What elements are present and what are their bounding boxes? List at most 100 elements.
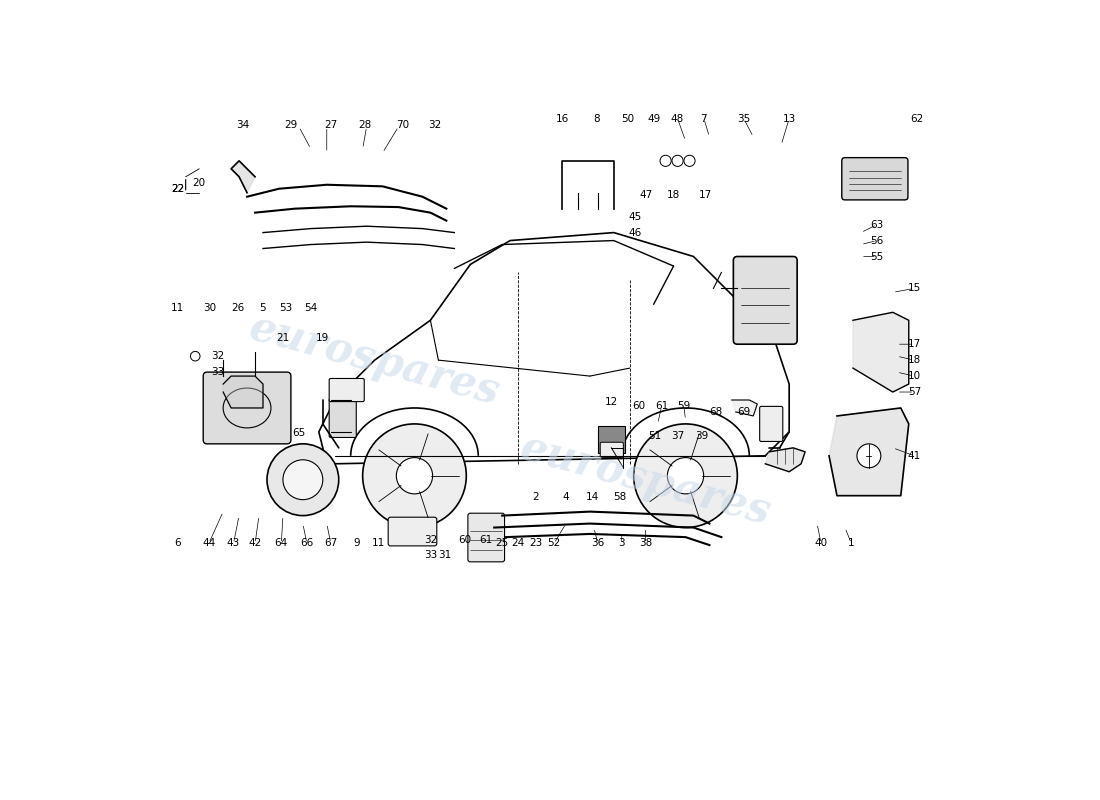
Text: 55: 55 xyxy=(870,251,883,262)
Circle shape xyxy=(857,444,881,468)
Text: 31: 31 xyxy=(438,550,451,561)
FancyBboxPatch shape xyxy=(734,257,798,344)
FancyBboxPatch shape xyxy=(842,158,908,200)
Text: 18: 18 xyxy=(667,190,680,200)
Text: 16: 16 xyxy=(556,114,569,123)
Text: eurospares: eurospares xyxy=(245,306,505,414)
Text: 64: 64 xyxy=(275,538,288,549)
FancyBboxPatch shape xyxy=(760,406,783,442)
Circle shape xyxy=(672,155,683,166)
Text: 42: 42 xyxy=(249,538,262,549)
Text: 7: 7 xyxy=(701,114,707,123)
Text: 32: 32 xyxy=(211,351,224,361)
Text: 56: 56 xyxy=(870,235,883,246)
Text: 33: 33 xyxy=(211,367,224,377)
Text: 45: 45 xyxy=(629,212,642,222)
Text: 10: 10 xyxy=(908,371,921,381)
FancyBboxPatch shape xyxy=(329,398,356,438)
Polygon shape xyxy=(231,161,255,193)
Text: 8: 8 xyxy=(593,114,600,123)
Polygon shape xyxy=(223,376,263,408)
Text: 9: 9 xyxy=(353,538,360,549)
Text: 59: 59 xyxy=(678,402,691,411)
Polygon shape xyxy=(732,400,757,416)
Text: 28: 28 xyxy=(359,120,372,130)
Circle shape xyxy=(190,351,200,361)
Circle shape xyxy=(684,155,695,166)
Text: 40: 40 xyxy=(814,538,827,549)
Text: 13: 13 xyxy=(782,114,795,123)
Text: 37: 37 xyxy=(671,431,684,441)
Text: 6: 6 xyxy=(175,538,182,549)
Text: 24: 24 xyxy=(512,538,525,549)
FancyBboxPatch shape xyxy=(388,517,437,546)
Circle shape xyxy=(660,155,671,166)
Text: 15: 15 xyxy=(908,283,921,294)
Text: 20: 20 xyxy=(192,178,206,188)
Text: 44: 44 xyxy=(202,538,216,549)
FancyBboxPatch shape xyxy=(204,372,290,444)
FancyBboxPatch shape xyxy=(329,378,364,402)
Text: 49: 49 xyxy=(647,114,660,123)
Text: 25: 25 xyxy=(495,538,509,549)
Text: 50: 50 xyxy=(620,114,634,123)
Polygon shape xyxy=(829,408,909,496)
Text: 36: 36 xyxy=(591,538,605,549)
Text: 57: 57 xyxy=(908,387,921,397)
Polygon shape xyxy=(766,448,805,472)
Text: 58: 58 xyxy=(614,492,627,502)
Text: 38: 38 xyxy=(639,538,652,549)
Text: 26: 26 xyxy=(231,303,244,314)
FancyBboxPatch shape xyxy=(597,426,625,454)
Text: 63: 63 xyxy=(870,220,883,230)
Text: 52: 52 xyxy=(548,538,561,549)
Text: 11: 11 xyxy=(172,303,185,314)
Text: 32: 32 xyxy=(424,534,437,545)
Text: 5: 5 xyxy=(260,303,266,314)
Text: 62: 62 xyxy=(910,114,923,123)
Text: 22: 22 xyxy=(172,184,185,194)
Text: 1: 1 xyxy=(848,538,855,549)
Text: 46: 46 xyxy=(629,227,642,238)
Circle shape xyxy=(363,424,466,527)
Text: 12: 12 xyxy=(605,398,618,407)
Text: 67: 67 xyxy=(324,538,338,549)
Text: 14: 14 xyxy=(585,492,598,502)
FancyBboxPatch shape xyxy=(601,442,624,458)
Text: 61: 61 xyxy=(654,402,668,411)
Text: 48: 48 xyxy=(671,114,684,123)
Circle shape xyxy=(668,458,704,494)
Text: 68: 68 xyxy=(710,407,723,417)
Text: 65: 65 xyxy=(293,429,306,438)
Text: 51: 51 xyxy=(649,431,662,441)
Text: 19: 19 xyxy=(316,333,329,343)
Text: 60: 60 xyxy=(458,534,471,545)
Circle shape xyxy=(267,444,339,515)
Text: 22: 22 xyxy=(172,184,185,194)
Text: 35: 35 xyxy=(737,114,750,123)
Text: 2: 2 xyxy=(532,492,539,502)
Text: 32: 32 xyxy=(428,120,441,130)
Text: 3: 3 xyxy=(618,538,625,549)
Text: 54: 54 xyxy=(305,303,318,314)
Polygon shape xyxy=(852,312,909,392)
Text: 27: 27 xyxy=(324,120,338,130)
Text: 30: 30 xyxy=(204,303,216,314)
Text: 23: 23 xyxy=(529,538,542,549)
Text: 41: 41 xyxy=(908,451,921,461)
Text: 43: 43 xyxy=(227,538,240,549)
Text: 18: 18 xyxy=(908,355,921,365)
Text: 11: 11 xyxy=(372,538,385,549)
FancyBboxPatch shape xyxy=(468,514,505,562)
Text: 47: 47 xyxy=(639,190,652,200)
Text: 21: 21 xyxy=(276,333,289,343)
Text: 70: 70 xyxy=(396,120,409,130)
Text: 33: 33 xyxy=(424,550,437,561)
Text: 69: 69 xyxy=(737,407,750,417)
Circle shape xyxy=(396,458,432,494)
Circle shape xyxy=(634,424,737,527)
Text: 34: 34 xyxy=(236,120,250,130)
Text: eurospares: eurospares xyxy=(516,426,776,534)
Text: 66: 66 xyxy=(300,538,313,549)
Text: 4: 4 xyxy=(562,492,570,502)
